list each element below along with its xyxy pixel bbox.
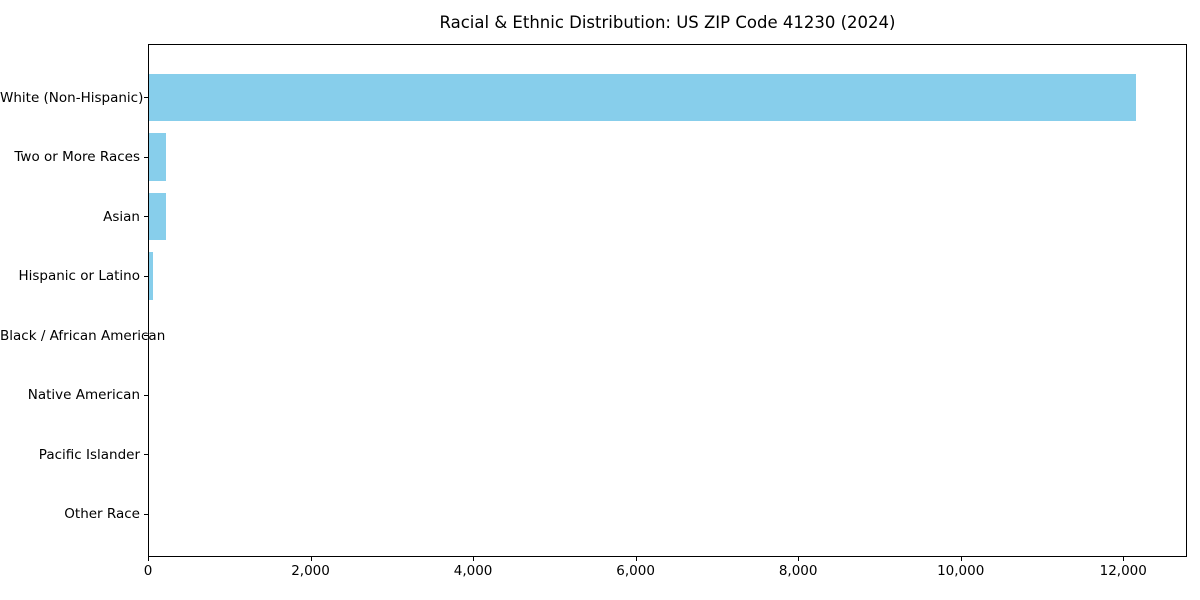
x-tick-label-0: 0 [143, 563, 153, 579]
y-tick-label-two-or-more-races: Two or More Races [14, 149, 140, 166]
y-tick-white-non-hispanic [144, 97, 148, 98]
x-tick-label-2000: 2,000 [291, 563, 330, 579]
y-tick-pacific-islander [144, 454, 148, 456]
y-tick-label-black-african-american: Black / African American [0, 327, 166, 344]
y-tick-asian [144, 216, 148, 218]
y-tick-black-african-american [144, 335, 148, 337]
x-tick-6000 [635, 557, 637, 561]
bar-two-or-more-races [149, 133, 167, 181]
x-tick-label-6000: 6,000 [616, 563, 655, 579]
bar-asian [149, 192, 166, 241]
y-tick-label-native-american: Native American [27, 387, 140, 404]
x-tick-label-12000: 12,000 [1099, 563, 1147, 579]
x-tick-0 [148, 557, 149, 561]
x-tick-2000 [310, 557, 312, 561]
x-tick-label-10000: 10,000 [937, 563, 985, 579]
y-tick-other-race [144, 513, 148, 515]
plot-area [148, 44, 1187, 557]
x-tick-4000 [473, 557, 475, 561]
y-tick-label-pacific-islander: Pacific Islander [38, 446, 140, 463]
x-tick-label-4000: 4,000 [453, 563, 493, 579]
y-tick-label-white-non-hispanic: White (Non-Hispanic) [0, 89, 144, 106]
x-tick-8000 [798, 557, 800, 561]
x-tick-12000 [1123, 557, 1125, 561]
y-tick-label-other-race: Other Race [64, 506, 140, 523]
bar-hispanic-or-latino [149, 252, 154, 301]
bar-white-non-hispanic [149, 73, 1137, 122]
chart-title: Racial & Ethnic Distribution: US ZIP Cod… [439, 13, 896, 32]
y-tick-two-or-more-races [144, 156, 148, 158]
y-tick-label-asian: Asian [103, 208, 140, 225]
x-tick-10000 [960, 557, 962, 561]
x-tick-label-8000: 8,000 [778, 563, 818, 579]
y-tick-label-hispanic-or-latino: Hispanic or Latino [18, 268, 140, 285]
y-tick-native-american [144, 394, 148, 396]
y-tick-hispanic-or-latino [144, 275, 148, 277]
